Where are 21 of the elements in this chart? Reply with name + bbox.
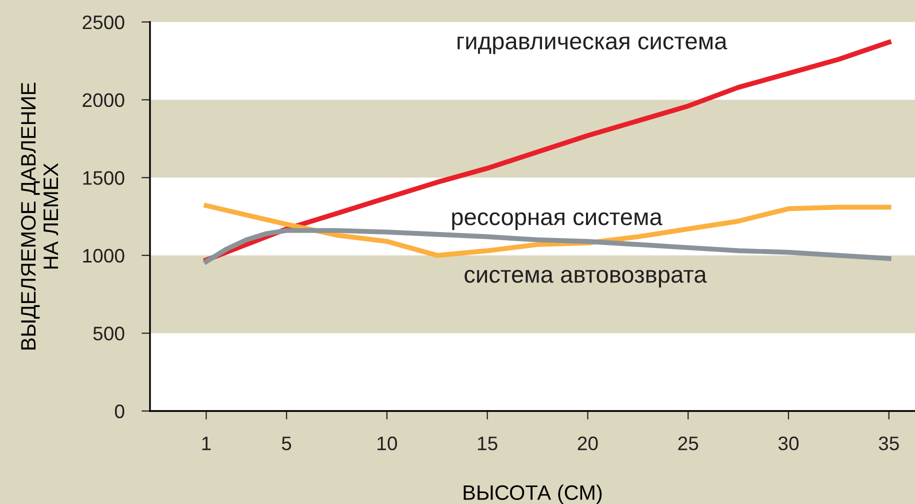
x-tick-label: 15 <box>478 436 498 450</box>
x-tick-label: 30 <box>778 436 799 450</box>
y-tick-label: 2000 <box>82 93 124 108</box>
y-tick-label: 1000 <box>83 248 124 263</box>
line-series <box>204 228 892 264</box>
y-tick-label: 1500 <box>83 171 124 185</box>
y-tick-label: 0 <box>114 404 124 418</box>
series-label: рессорная система <box>452 212 662 230</box>
x-tick-label: 1 <box>202 436 211 450</box>
x-tick-label: 5 <box>282 436 292 450</box>
x-tick-label: 20 <box>578 436 598 450</box>
x-tick-label: 35 <box>878 436 899 450</box>
line-series <box>204 203 892 258</box>
y-axis-title: ВЫДЕЛЯЕМОЕ ДАВЛЕНИЕ НА ЛЕМЕХ <box>20 82 58 350</box>
y-tick-label: 500 <box>93 326 124 340</box>
series-label: система автовозврата <box>464 270 707 288</box>
series-label: гидравлическая система <box>458 36 728 54</box>
x-tick-label: 10 <box>378 436 397 450</box>
x-axis-title: ВЫСОТА (СМ) <box>464 484 602 504</box>
x-tick-label: 25 <box>678 436 698 450</box>
y-tick-label: 2500 <box>82 15 124 30</box>
